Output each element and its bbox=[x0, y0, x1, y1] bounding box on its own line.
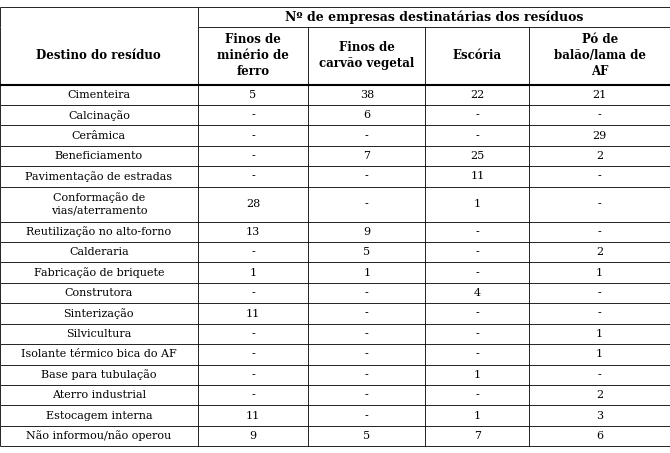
Text: -: - bbox=[476, 227, 479, 237]
Text: -: - bbox=[598, 308, 602, 318]
Text: Aterro industrial: Aterro industrial bbox=[52, 390, 146, 400]
Text: -: - bbox=[365, 349, 369, 359]
Text: Isolante térmico bica do AF: Isolante térmico bica do AF bbox=[21, 349, 177, 359]
Text: 11: 11 bbox=[246, 308, 260, 318]
Text: 5: 5 bbox=[249, 90, 257, 100]
Text: 11: 11 bbox=[470, 171, 484, 182]
Text: 13: 13 bbox=[246, 227, 260, 237]
Text: -: - bbox=[365, 410, 369, 420]
Text: -: - bbox=[365, 390, 369, 400]
Text: -: - bbox=[365, 171, 369, 182]
Text: Silvicultura: Silvicultura bbox=[66, 329, 131, 339]
Text: -: - bbox=[251, 288, 255, 298]
Text: 1: 1 bbox=[474, 370, 481, 380]
Text: 11: 11 bbox=[246, 410, 260, 420]
Text: Nº de empresas destinatárias dos resíduos: Nº de empresas destinatárias dos resíduo… bbox=[285, 10, 583, 24]
Text: Finos de
carvão vegetal: Finos de carvão vegetal bbox=[319, 41, 415, 70]
Text: 4: 4 bbox=[474, 288, 481, 298]
Text: Destino do resíduo: Destino do resíduo bbox=[36, 49, 161, 63]
Text: 28: 28 bbox=[246, 199, 260, 209]
Text: -: - bbox=[365, 329, 369, 339]
Text: Calcinação: Calcinação bbox=[68, 110, 130, 120]
Text: 5: 5 bbox=[363, 247, 371, 257]
Text: 1: 1 bbox=[474, 410, 481, 420]
Text: 9: 9 bbox=[363, 227, 371, 237]
Text: Finos de
minério de
ferro: Finos de minério de ferro bbox=[217, 34, 289, 78]
Text: 2: 2 bbox=[596, 390, 603, 400]
Text: -: - bbox=[598, 110, 602, 120]
Text: -: - bbox=[476, 308, 479, 318]
Text: Reutilização no alto-forno: Reutilização no alto-forno bbox=[26, 226, 172, 237]
Text: -: - bbox=[476, 268, 479, 278]
Text: 1: 1 bbox=[474, 199, 481, 209]
Text: 1: 1 bbox=[249, 268, 257, 278]
Text: -: - bbox=[251, 390, 255, 400]
Text: Beneficiamento: Beneficiamento bbox=[55, 151, 143, 161]
Text: Pavimentação de estradas: Pavimentação de estradas bbox=[25, 171, 172, 182]
Text: -: - bbox=[476, 247, 479, 257]
Text: 25: 25 bbox=[470, 151, 484, 161]
Text: Cimenteira: Cimenteira bbox=[67, 90, 131, 100]
Text: 22: 22 bbox=[470, 90, 484, 100]
Text: 3: 3 bbox=[596, 410, 603, 420]
Text: Fabricação de briquete: Fabricação de briquete bbox=[34, 267, 164, 278]
Text: Cerâmica: Cerâmica bbox=[72, 130, 126, 140]
Text: -: - bbox=[251, 329, 255, 339]
Text: 9: 9 bbox=[249, 431, 257, 441]
Text: -: - bbox=[476, 329, 479, 339]
Text: Conformação de
vias/aterramento: Conformação de vias/aterramento bbox=[50, 193, 147, 216]
Text: 21: 21 bbox=[592, 90, 607, 100]
Text: Estocagem interna: Estocagem interna bbox=[46, 410, 152, 420]
Text: Pó de
balão/lama de
AF: Pó de balão/lama de AF bbox=[553, 34, 646, 78]
Text: -: - bbox=[476, 110, 479, 120]
Text: Não informou/não operou: Não informou/não operou bbox=[26, 430, 172, 441]
Text: Base para tubulação: Base para tubulação bbox=[41, 369, 157, 380]
Text: -: - bbox=[365, 308, 369, 318]
Text: -: - bbox=[251, 247, 255, 257]
Text: -: - bbox=[365, 370, 369, 380]
Text: -: - bbox=[251, 110, 255, 120]
Text: 7: 7 bbox=[363, 151, 371, 161]
Text: 5: 5 bbox=[363, 431, 371, 441]
Text: -: - bbox=[598, 288, 602, 298]
Text: Construtora: Construtora bbox=[64, 288, 133, 298]
Text: 6: 6 bbox=[363, 110, 371, 120]
Text: -: - bbox=[365, 130, 369, 140]
Text: Escória: Escória bbox=[453, 49, 502, 63]
Text: -: - bbox=[251, 171, 255, 182]
Text: -: - bbox=[598, 171, 602, 182]
Text: -: - bbox=[251, 370, 255, 380]
Text: 1: 1 bbox=[596, 268, 603, 278]
Text: 2: 2 bbox=[596, 151, 603, 161]
Text: -: - bbox=[476, 349, 479, 359]
Text: -: - bbox=[598, 370, 602, 380]
Text: -: - bbox=[365, 199, 369, 209]
Text: Calderaria: Calderaria bbox=[69, 247, 129, 257]
Text: 1: 1 bbox=[596, 349, 603, 359]
Text: -: - bbox=[251, 130, 255, 140]
Text: Sinterização: Sinterização bbox=[64, 308, 134, 319]
Text: 2: 2 bbox=[596, 247, 603, 257]
Text: 29: 29 bbox=[592, 130, 607, 140]
Text: 1: 1 bbox=[363, 268, 371, 278]
Text: -: - bbox=[476, 130, 479, 140]
Text: -: - bbox=[598, 199, 602, 209]
Text: -: - bbox=[598, 227, 602, 237]
Text: 1: 1 bbox=[596, 329, 603, 339]
Text: 38: 38 bbox=[360, 90, 374, 100]
Text: 6: 6 bbox=[596, 431, 603, 441]
Text: -: - bbox=[476, 390, 479, 400]
Text: -: - bbox=[251, 151, 255, 161]
Text: 7: 7 bbox=[474, 431, 481, 441]
Text: -: - bbox=[365, 288, 369, 298]
Text: -: - bbox=[251, 349, 255, 359]
